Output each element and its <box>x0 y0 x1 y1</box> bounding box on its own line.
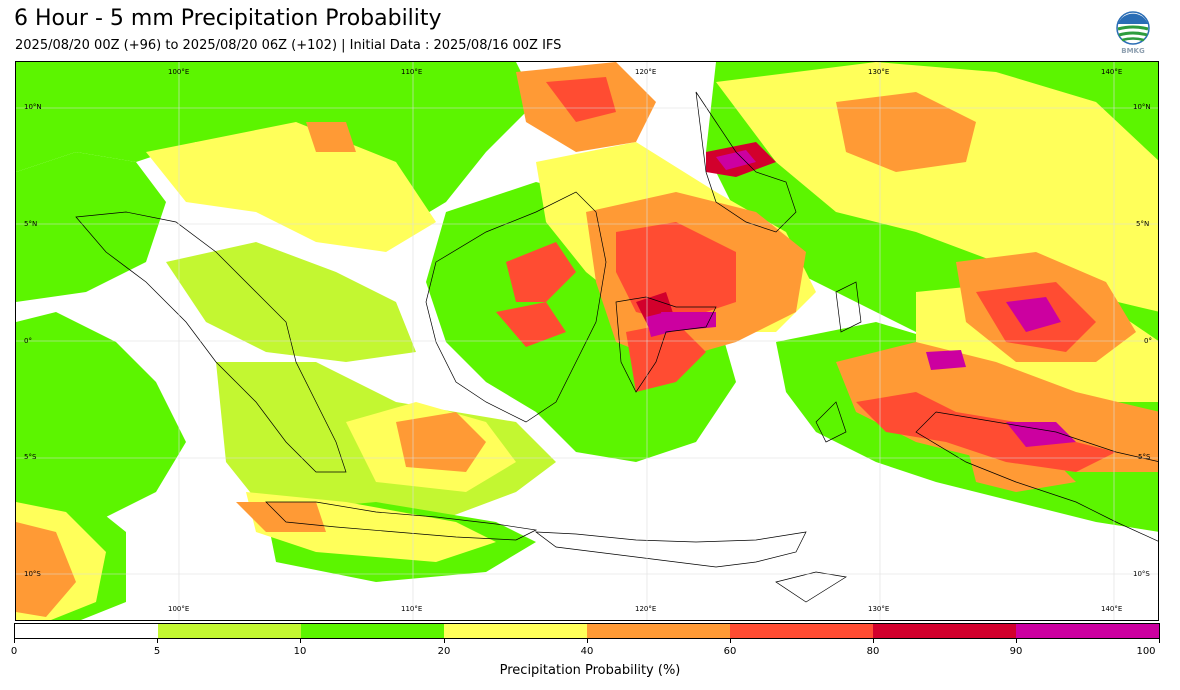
colorbar-tick-label: 5 <box>153 646 161 657</box>
colorbar-tick-label: 0 <box>10 646 18 657</box>
colorbar-segment <box>158 624 301 638</box>
lat-label-right: 0° <box>1144 337 1152 345</box>
colorbar-segment <box>301 624 444 638</box>
colorbar-segment <box>587 624 730 638</box>
lon-label-bottom: 120°E <box>635 605 657 613</box>
lon-label-bottom: 100°E <box>168 605 190 613</box>
colorbar-label: Precipitation Probability (%) <box>499 663 681 678</box>
lon-label-bottom: 140°E <box>1101 605 1123 613</box>
colorbar-tick-label: 100 <box>1136 646 1156 657</box>
lat-label-right: 10°N <box>1133 103 1151 111</box>
colorbar-tick-mark <box>300 639 301 643</box>
colorbar-tick-label: 20 <box>437 646 451 657</box>
lon-label-top: 100°E <box>168 68 190 76</box>
precipitation-map: 100°E 110°E 120°E 130°E 140°E 100°E 110°… <box>15 61 1159 621</box>
colorbar-segment <box>444 624 587 638</box>
colorbar-tick-mark <box>444 639 445 643</box>
lon-label-top: 110°E <box>401 68 423 76</box>
colorbar-segment <box>1016 624 1159 638</box>
colorbar <box>14 623 1160 639</box>
lat-label-left: 0° <box>24 337 32 345</box>
colorbar-tick-label: 80 <box>866 646 880 657</box>
colorbar-tick-mark <box>1159 639 1160 643</box>
lat-label-left: 10°S <box>24 570 41 578</box>
lat-label-left: 10°N <box>24 103 42 111</box>
bmkg-logo: BMKG <box>1114 10 1152 56</box>
colorbar-tick-mark <box>157 639 158 643</box>
colorbar-tick-label: 60 <box>723 646 737 657</box>
colorbar-ticks: 0 5 10 20 40 60 80 90 100 <box>10 639 1160 659</box>
colorbar-tick-mark <box>873 639 874 643</box>
colorbar-tick-mark <box>1016 639 1017 643</box>
svg-text:BMKG: BMKG <box>1121 47 1145 55</box>
lat-label-right: 5°N <box>1136 220 1150 228</box>
lat-label-right: 5°S <box>1138 453 1151 461</box>
lon-label-top: 140°E <box>1101 68 1123 76</box>
lon-label-bottom: 130°E <box>868 605 890 613</box>
colorbar-segment <box>873 624 1016 638</box>
map-canvas <box>16 62 1158 620</box>
colorbar-tick-label: 40 <box>580 646 594 657</box>
colorbar-segment <box>15 624 158 638</box>
colorbar-segment <box>730 624 873 638</box>
lat-label-left: 5°S <box>24 453 37 461</box>
lon-label-top: 120°E <box>635 68 657 76</box>
colorbar-tick-label: 90 <box>1009 646 1023 657</box>
lon-label-bottom: 110°E <box>401 605 423 613</box>
lon-label-top: 130°E <box>868 68 890 76</box>
colorbar-tick-mark <box>730 639 731 643</box>
chart-subtitle: 2025/08/20 00Z (+96) to 2025/08/20 06Z (… <box>15 38 562 53</box>
colorbar-tick-mark <box>587 639 588 643</box>
colorbar-tick-mark <box>14 639 15 643</box>
colorbar-tick-label: 10 <box>293 646 307 657</box>
lat-label-right: 10°S <box>1133 570 1150 578</box>
lat-label-left: 5°N <box>24 220 38 228</box>
chart-title: 6 Hour - 5 mm Precipitation Probability <box>14 6 442 31</box>
